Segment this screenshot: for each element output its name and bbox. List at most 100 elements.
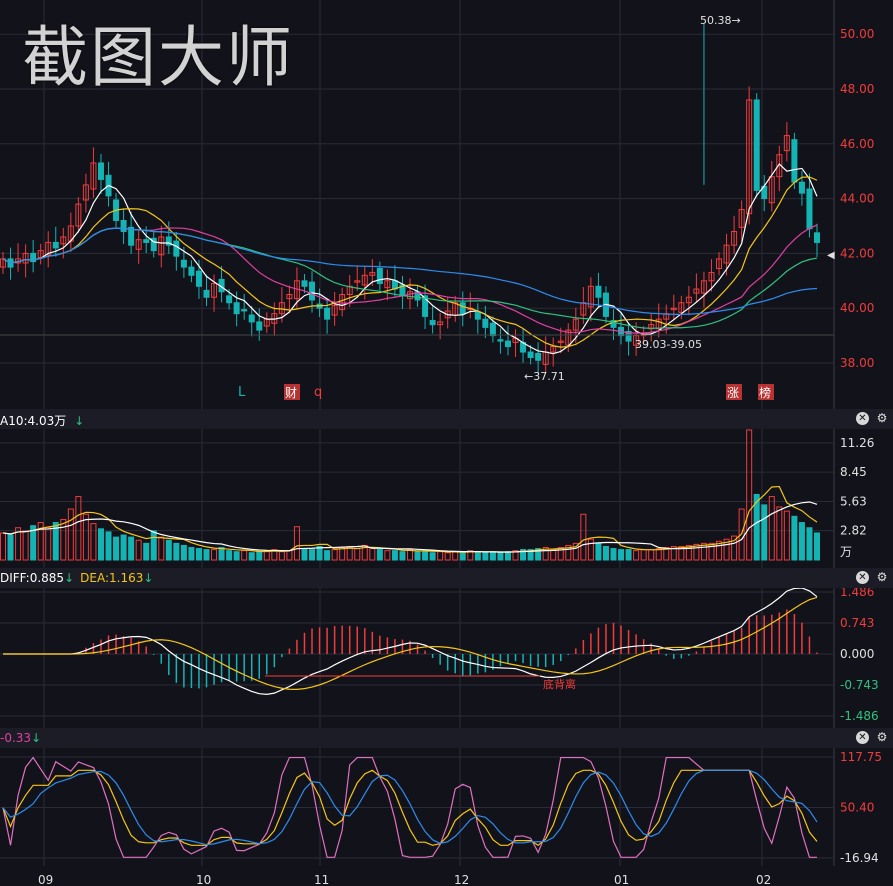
volume-bar (60, 518, 67, 561)
volume-bar (173, 542, 180, 561)
macd-tick-label: -1.486 (840, 709, 879, 723)
price-tick-label: 48.00 (840, 82, 874, 96)
gear-icon[interactable]: ⚙ (876, 411, 888, 425)
volume-bar (678, 545, 685, 561)
volume-bar (542, 547, 549, 561)
close-panel-icon[interactable]: ✕ (856, 412, 869, 425)
volume-bar (814, 532, 820, 561)
volume-bar (135, 539, 142, 561)
candle-body (339, 294, 346, 311)
volume-bar (610, 548, 617, 561)
volume-bar (128, 536, 135, 561)
volume-bar (354, 548, 361, 561)
volume-bar (248, 552, 255, 561)
price-tick-label: 40.00 (840, 301, 874, 315)
volume-bar (768, 496, 775, 561)
volume-bar (233, 551, 240, 561)
candle-body (814, 232, 820, 243)
macd-tick-label: 0.743 (840, 616, 874, 630)
kdj-tick-label: 50.40 (840, 801, 874, 815)
candle-body (708, 272, 715, 282)
volume-bar (535, 548, 542, 561)
volume-bar (226, 550, 233, 561)
close-panel-icon[interactable]: ✕ (856, 731, 869, 744)
volume-bar (746, 429, 753, 561)
candle-body (188, 266, 195, 276)
volume-bar (301, 548, 308, 561)
gear-icon[interactable]: ⚙ (876, 730, 888, 744)
volume-bar (783, 510, 790, 561)
volume-bar (791, 515, 798, 561)
volume-bar (97, 528, 104, 561)
candle-body (610, 320, 617, 328)
high-price-label: 50.38→ (700, 14, 741, 27)
candle-body (248, 314, 255, 323)
volume-bar (399, 551, 406, 561)
volume-panel-header: A10:4.03万 ↓ ✕ ⚙ (0, 409, 893, 429)
kdj-k-line (2, 769, 818, 847)
volume-bar (256, 551, 263, 561)
time-axis-label: 11 (314, 873, 329, 886)
candle-body (572, 318, 579, 331)
candle-body (22, 252, 29, 264)
volume-bar (489, 551, 496, 561)
candle-body (550, 346, 557, 353)
candle-body (693, 288, 700, 294)
volume-bar (504, 551, 511, 561)
price-pointer: ◀ (827, 250, 835, 261)
volume-bar (67, 508, 74, 561)
marker-L: L (238, 385, 246, 400)
kdj-j-line (2, 756, 817, 858)
volume-bar (241, 550, 248, 561)
volume-bar (324, 550, 331, 561)
candle-body (798, 181, 805, 194)
divergence-label: 底背离 (543, 677, 576, 691)
volume-bar (459, 552, 466, 561)
volume-bar (158, 536, 165, 561)
volume-bar (565, 544, 572, 561)
volume-bar (452, 551, 459, 561)
volume-bar (731, 535, 738, 561)
candle-body (369, 272, 376, 276)
volume-bar (693, 543, 700, 561)
volume-bar (52, 522, 59, 561)
candle-body (678, 302, 685, 313)
close-panel-icon[interactable]: ✕ (856, 571, 869, 584)
candle-body (82, 184, 89, 201)
volume-bar (482, 552, 489, 561)
candle-body (731, 230, 738, 246)
candle-body (422, 295, 429, 317)
volume-bar (75, 496, 82, 561)
candle-body (655, 318, 662, 330)
gear-icon[interactable]: ⚙ (876, 570, 888, 584)
candle-body (165, 236, 172, 246)
volume-bar (143, 542, 150, 561)
volume-bar (384, 550, 391, 561)
volume-bar (550, 549, 557, 561)
volume-unit-label: 万 (840, 545, 852, 559)
price-tick-label: 38.00 (840, 356, 874, 370)
candle-body (354, 280, 361, 283)
candle-body (376, 267, 383, 285)
volume-bar (316, 545, 323, 561)
candle-body (806, 188, 813, 230)
volume-tick-label: 11.26 (840, 436, 874, 450)
volume-bar (0, 532, 6, 561)
candle-body (309, 281, 316, 301)
candle-body (716, 258, 723, 269)
candle-body (180, 259, 187, 268)
kdj-panel-header: -0.33↓ ✕ ⚙ (0, 728, 893, 748)
marker-q: q (314, 385, 322, 400)
candle-body (324, 307, 331, 320)
macd-dea-line (3, 596, 818, 691)
volume-bar (753, 493, 760, 561)
volume-bar (700, 542, 707, 561)
candle-body (346, 285, 353, 295)
marker-zhang-bg (726, 384, 742, 400)
time-axis-label: 02 (756, 873, 771, 886)
volume-bar (271, 549, 278, 561)
candle-body (399, 284, 406, 296)
volume-bar (293, 526, 300, 561)
candle-body (685, 296, 692, 304)
candle-body (45, 241, 52, 256)
